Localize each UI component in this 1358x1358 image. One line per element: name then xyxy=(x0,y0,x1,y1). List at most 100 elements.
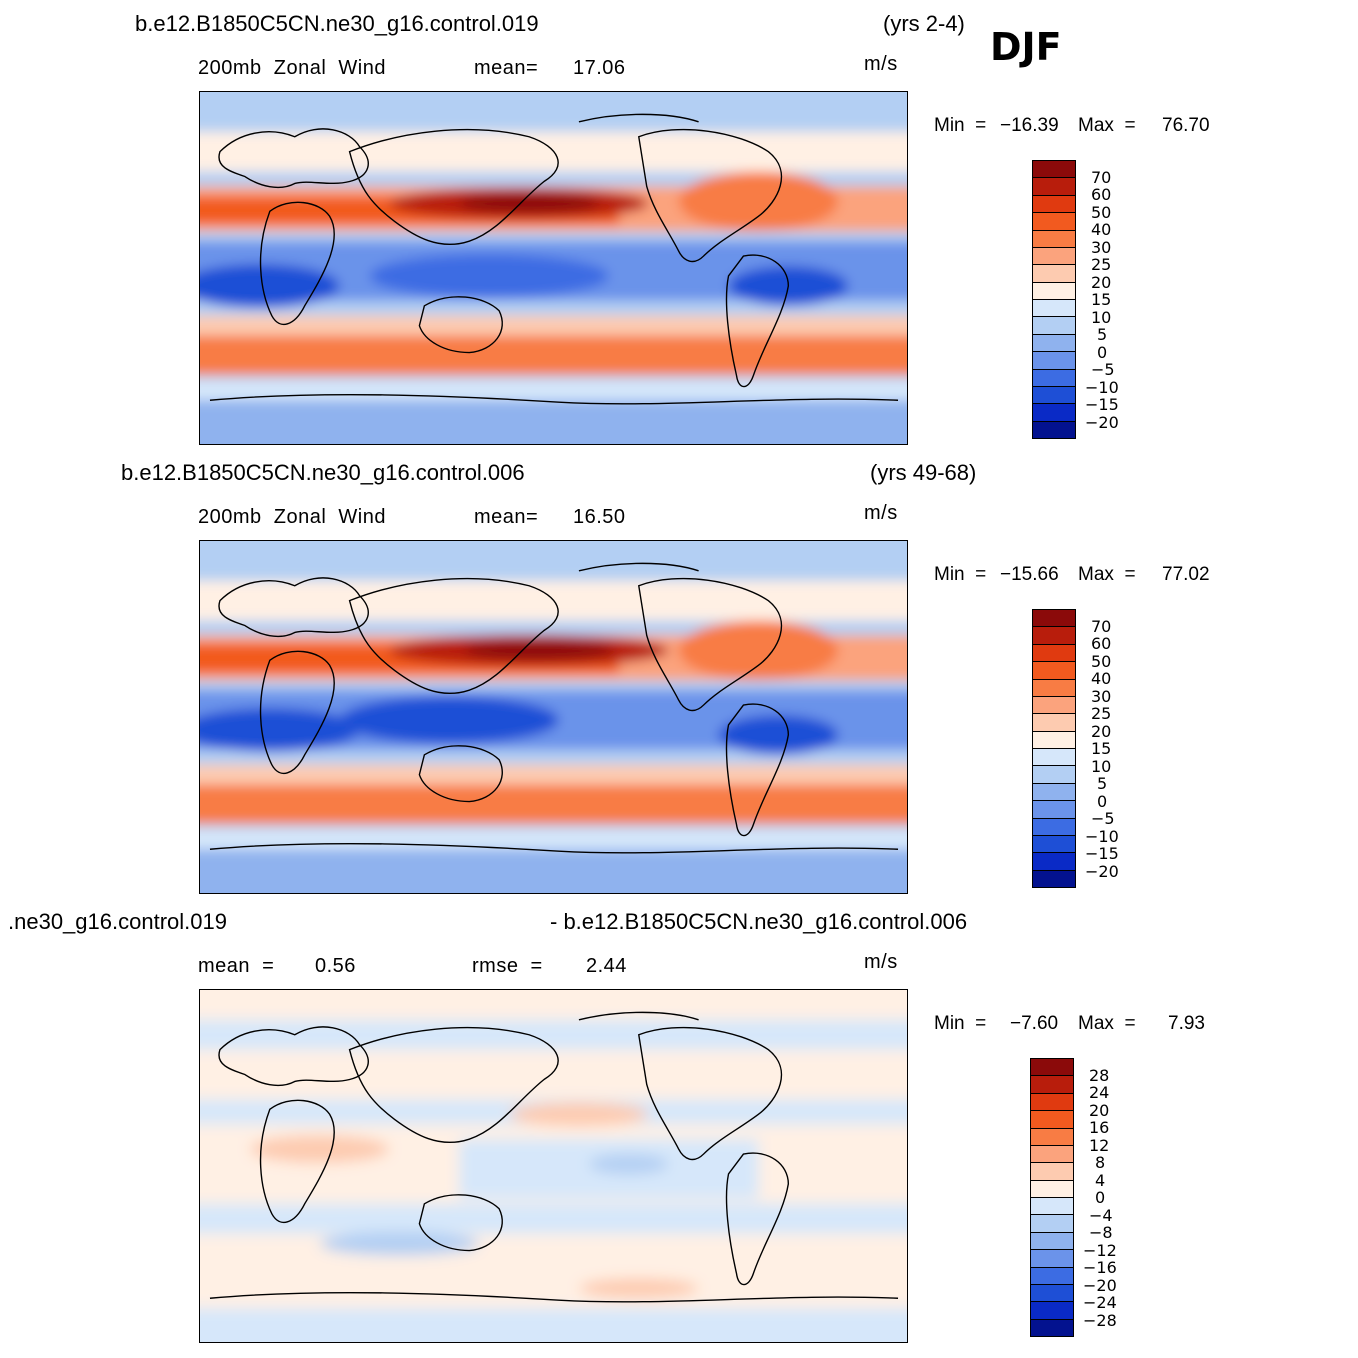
panel3-mean-value: 0.56 xyxy=(315,955,356,977)
panel1-cb-label: 50 xyxy=(1091,203,1112,222)
panel1-case-title: b.e12.B1850C5CN.ne30_g16.control.019 xyxy=(135,11,539,36)
panel3-min-value: −7.60 xyxy=(1010,1013,1059,1034)
panel1-swatch xyxy=(1033,352,1075,370)
panel3-swatch xyxy=(1031,1093,1073,1112)
panel3-cb-label: −16 xyxy=(1083,1258,1117,1277)
panel2-easterly-pacific xyxy=(339,696,559,744)
panel2-cb-label: −20 xyxy=(1085,862,1119,881)
panel3-swatch xyxy=(1031,1250,1073,1268)
panel2-cb-label: 20 xyxy=(1091,722,1112,741)
panel3-swatch xyxy=(1031,1180,1073,1198)
panel3-case-title-left: .ne30_g16.control.019 xyxy=(8,909,227,934)
panel1-field xyxy=(200,92,907,444)
panel3-neg-blob2 xyxy=(319,1231,480,1256)
panel3-swatch xyxy=(1031,1076,1073,1094)
panel3-cb-label: −4 xyxy=(1089,1206,1113,1225)
panel1-max-label: Max = xyxy=(1078,115,1136,136)
panel2-cb-label: 0 xyxy=(1097,792,1108,811)
panel3-swatch xyxy=(1031,1302,1073,1320)
panel2-max-value: 77.02 xyxy=(1162,564,1210,585)
panel1-swatch xyxy=(1033,213,1075,231)
panel2-band-south-edge xyxy=(200,829,907,850)
panel1-cb-label: 20 xyxy=(1091,273,1112,292)
panel1-years: (yrs 2-4) xyxy=(883,11,965,36)
panel3-cb-label: 24 xyxy=(1089,1083,1110,1102)
panel3-map xyxy=(199,989,908,1343)
panel3-max-value: 7.93 xyxy=(1168,1013,1205,1034)
panel3-swatch xyxy=(1031,1215,1073,1233)
panel3-cb-label: 0 xyxy=(1095,1188,1106,1207)
season-label: DJF xyxy=(990,25,1062,69)
panel1-swatch xyxy=(1033,369,1075,387)
panel2-swatch xyxy=(1033,870,1075,887)
panel3-band-polar xyxy=(200,1308,907,1342)
panel3-pos-blob xyxy=(249,1135,390,1164)
panel2-case-title: b.e12.B1850C5CN.ne30_g16.control.006 xyxy=(121,460,525,485)
panel1-cb-label: 70 xyxy=(1091,168,1112,187)
panel3-swatch xyxy=(1031,1128,1073,1146)
panel1-swatch xyxy=(1033,230,1075,248)
panel1-swatch xyxy=(1033,282,1075,300)
panel3-cb-label: −20 xyxy=(1083,1276,1117,1295)
panel2-swatch xyxy=(1033,610,1075,628)
panel2-subtitle: 200mb Zonal Wind xyxy=(198,506,386,528)
panel2-min-label: Min = xyxy=(934,564,987,585)
panel3-cb-label: −28 xyxy=(1083,1311,1117,1330)
panel2-swatch xyxy=(1033,766,1075,784)
panel1-cb-label: 10 xyxy=(1091,308,1112,327)
panel2-swatch xyxy=(1033,696,1075,715)
panel2-mean-value: 16.50 xyxy=(573,506,626,528)
panel1-max-value: 76.70 xyxy=(1162,115,1210,136)
panel3-swatch xyxy=(1031,1284,1073,1303)
panel1-contours xyxy=(200,92,907,444)
panel2-field xyxy=(200,541,907,893)
panel3-cb-label: 20 xyxy=(1089,1101,1110,1120)
panel1-band-south-jet xyxy=(200,335,907,376)
panel1-band-polar xyxy=(200,400,907,444)
panel3-contours xyxy=(200,990,907,1342)
panel3-rmse-label: rmse = xyxy=(472,955,543,977)
panel1-band-south-edge xyxy=(200,380,907,401)
panel3-cb-label: −12 xyxy=(1083,1241,1117,1260)
panel2-easterly-africa xyxy=(200,708,360,752)
panel2-mean-label: mean= xyxy=(474,506,539,528)
panel1-band-south-sub xyxy=(200,315,907,336)
panel2-cb-label: −10 xyxy=(1085,827,1119,846)
panel1-swatch xyxy=(1033,247,1075,266)
panel2-cb-label: 60 xyxy=(1091,634,1112,653)
panel2-colorbar xyxy=(1032,609,1076,888)
panel2-max-label: Max = xyxy=(1078,564,1136,585)
panel1-jet-max xyxy=(459,194,599,213)
panel3-swatch xyxy=(1031,1198,1073,1216)
panel1-min-value: −16.39 xyxy=(1000,115,1059,136)
panel3-swatch xyxy=(1031,1319,1073,1336)
panel2-swatch xyxy=(1033,627,1075,645)
panel2-cb-label: 40 xyxy=(1091,669,1112,688)
panel2-cb-label: −5 xyxy=(1091,809,1115,828)
panel3-mean-label: mean = xyxy=(198,955,275,977)
panel3-rmse-value: 2.44 xyxy=(586,955,627,977)
panel1-cb-label: 15 xyxy=(1091,290,1112,309)
panel1-easterly-pacific xyxy=(369,254,609,298)
panel2-cb-label: 5 xyxy=(1097,774,1108,793)
panel3-cb-label: 28 xyxy=(1089,1066,1110,1085)
panel1-units: m/s xyxy=(864,53,898,75)
panel2-swatch xyxy=(1033,801,1075,819)
panel1-swatch xyxy=(1033,421,1075,438)
panel3-band-neg1 xyxy=(200,1019,907,1050)
panel1-swatch xyxy=(1033,161,1075,179)
panel1-cb-label: 25 xyxy=(1091,255,1112,274)
panel2-cb-label: 15 xyxy=(1091,739,1112,758)
panel1-subtitle: 200mb Zonal Wind xyxy=(198,57,386,79)
panel1-cb-label: 60 xyxy=(1091,185,1112,204)
panel1-easterly-africa xyxy=(200,264,340,308)
panel2-contours xyxy=(200,541,907,893)
panel3-cb-label: −8 xyxy=(1089,1223,1113,1242)
panel1-swatch xyxy=(1033,300,1075,318)
panel3-cb-label: −24 xyxy=(1083,1293,1117,1312)
panel1-swatch xyxy=(1033,386,1075,405)
panel2-cb-label: 10 xyxy=(1091,757,1112,776)
panel2-swatch xyxy=(1033,835,1075,854)
panel2-atlantic-jet xyxy=(678,620,839,681)
panel1-cb-label: −20 xyxy=(1085,413,1119,432)
